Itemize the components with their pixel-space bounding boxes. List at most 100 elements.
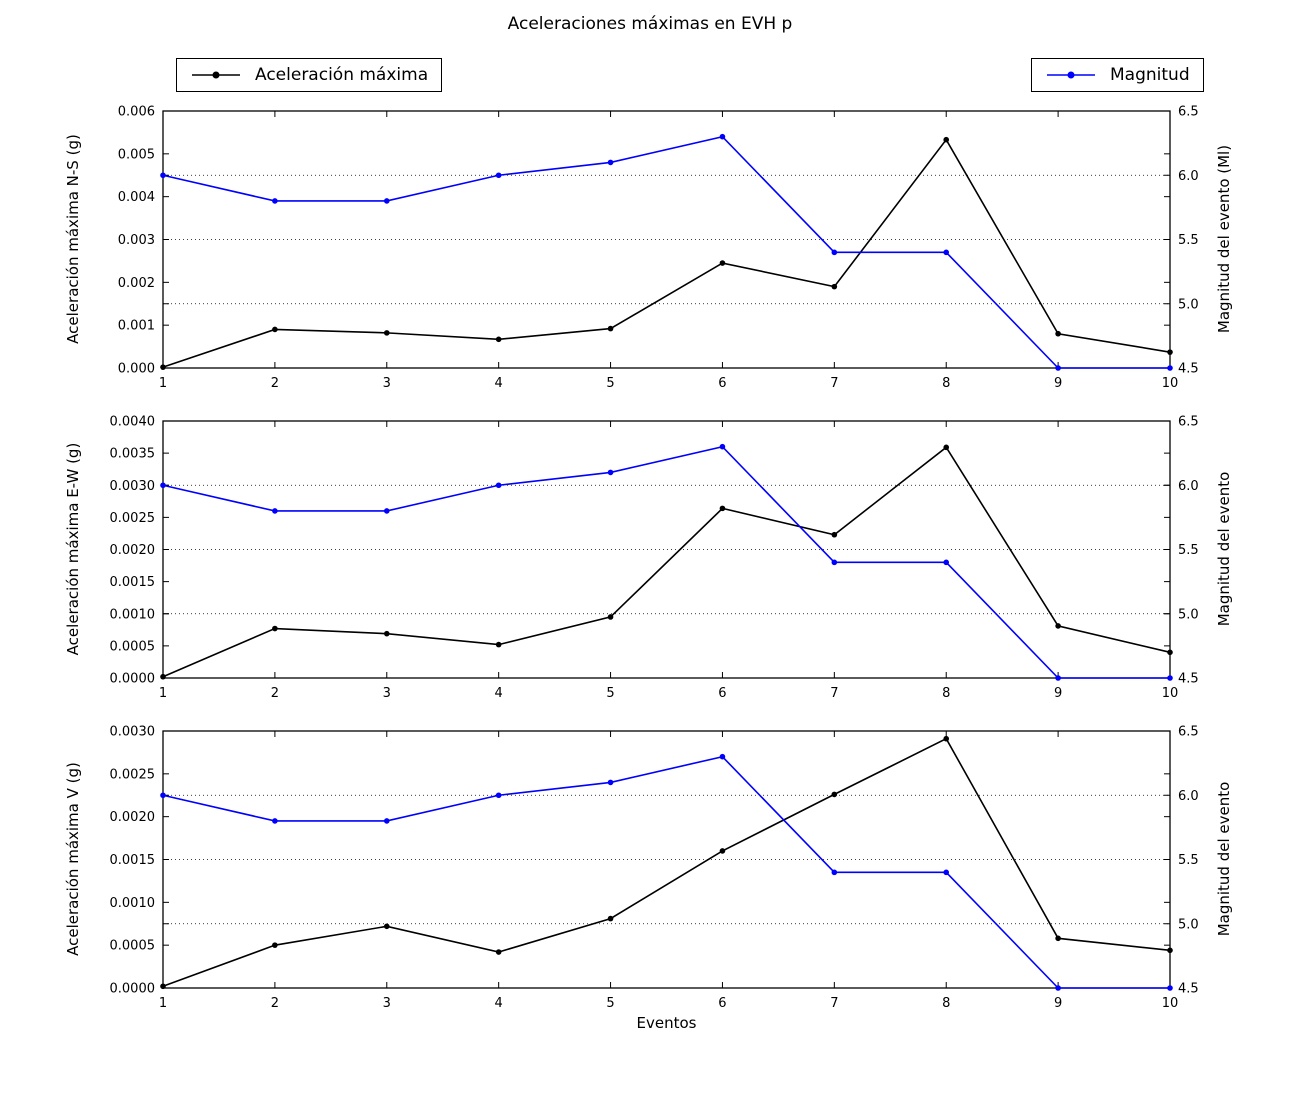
data-point-marker	[495, 172, 502, 179]
series-line-magnitude	[162, 755, 1170, 989]
right-tick-label: 5.5	[1178, 233, 1199, 248]
data-point-marker	[272, 198, 278, 204]
left-tick-label: 0.0030	[110, 725, 156, 740]
data-point-marker	[831, 531, 838, 538]
data-point-marker	[607, 159, 614, 166]
data-point-marker	[160, 364, 166, 370]
y-axis-label-v: Aceleración máxima V (g)	[64, 762, 82, 956]
data-point-marker	[495, 336, 502, 343]
data-point-marker	[383, 508, 390, 514]
data-point-marker	[272, 942, 278, 948]
data-point-marker	[495, 641, 502, 648]
data-point-marker	[943, 136, 950, 143]
legend-label-aceleracion: Aceleración máxima	[255, 65, 429, 85]
x-tick-label: 2	[271, 686, 279, 701]
data-point-marker	[383, 198, 390, 204]
x-tick-label: 3	[383, 686, 391, 701]
series-line-acceleration	[162, 138, 1171, 368]
data-point-marker	[607, 614, 614, 620]
x-tick-label: 3	[383, 376, 391, 391]
series-line-acceleration	[162, 446, 1171, 678]
x-tick-label: 7	[830, 686, 838, 701]
data-point-marker	[1055, 675, 1061, 681]
left-tick-label: 0.0020	[110, 810, 156, 825]
right-tick-label: 5.0	[1178, 297, 1199, 312]
data-point-marker	[607, 915, 614, 922]
left-tick-label: 0.0005	[110, 639, 156, 654]
x-tick-label: 7	[830, 376, 838, 391]
x-tick-label: 8	[942, 376, 950, 391]
x-tick-label: 4	[495, 996, 503, 1011]
data-point-marker	[383, 923, 390, 930]
x-tick-label: 9	[1054, 376, 1062, 391]
y-axis-label-ns: Aceleración máxima N-S (g)	[64, 134, 82, 344]
x-tick-label: 6	[718, 996, 726, 1011]
left-tick-label: 0.0010	[110, 607, 156, 622]
x-tick-label: 5	[606, 376, 614, 391]
left-tick-label: 0.004	[118, 190, 155, 205]
left-tick-label: 0.005	[118, 147, 155, 162]
data-point-marker	[1167, 947, 1173, 954]
data-point-marker	[383, 330, 390, 336]
x-tick-label: 4	[495, 686, 503, 701]
data-point-marker	[160, 792, 166, 799]
left-tick-label: 0.0020	[110, 543, 156, 558]
data-point-marker	[272, 818, 278, 824]
series-line-acceleration	[162, 737, 1171, 988]
x-tick-label: 5	[606, 996, 614, 1011]
data-point-marker	[1167, 365, 1173, 371]
data-point-marker	[1055, 623, 1061, 629]
x-tick-label: 9	[1054, 996, 1062, 1011]
x-axis-label: Eventos	[636, 1014, 697, 1032]
left-tick-label: 0.0015	[110, 575, 156, 590]
left-tick-label: 0.0000	[110, 672, 156, 687]
left-tick-label: 0.0040	[110, 415, 156, 430]
data-point-marker	[719, 505, 726, 512]
data-point-marker	[272, 326, 278, 333]
data-point-marker	[1055, 365, 1061, 371]
data-point-marker	[1055, 330, 1061, 337]
x-tick-label: 10	[1162, 376, 1179, 391]
legend-line-sample-blue	[1047, 71, 1095, 79]
left-tick-label: 0.006	[118, 105, 155, 120]
data-point-marker	[1167, 675, 1173, 681]
x-tick-label: 1	[159, 686, 167, 701]
right-tick-label: 6.5	[1178, 415, 1199, 430]
series-line-magnitude	[162, 135, 1170, 369]
data-point-marker	[1055, 985, 1061, 991]
left-tick-label: 0.001	[118, 319, 155, 334]
data-point-marker	[831, 791, 838, 798]
right-tick-label: 6.0	[1178, 479, 1199, 494]
left-tick-label: 0.0015	[110, 853, 156, 868]
left-tick-label: 0.0025	[110, 511, 156, 526]
data-point-marker	[719, 260, 726, 266]
series-line-magnitude	[162, 445, 1170, 679]
y2-axis-label-ew: Magnitud del evento	[1215, 471, 1233, 627]
data-point-marker	[719, 443, 726, 450]
subplot-ns: 0.000 0.001 0.002 0.003 0.004 0.005 0.006 4.5 5.…	[118, 105, 1199, 392]
data-point-marker	[607, 325, 614, 332]
data-point-marker	[495, 792, 502, 799]
x-tick-label: 5	[606, 686, 614, 701]
x-tick-label: 1	[159, 996, 167, 1011]
y-axis-label-ew: Aceleración máxima E-W (g)	[64, 442, 82, 656]
data-point-marker	[272, 625, 278, 632]
right-tick-label: 4.5	[1178, 982, 1199, 997]
legend-label-magnitud: Magnitud	[1110, 65, 1190, 85]
left-tick-label: 0.0025	[110, 767, 156, 782]
x-tick-label: 3	[383, 996, 391, 1011]
data-point-marker	[943, 444, 950, 451]
right-tick-label: 4.5	[1178, 672, 1199, 687]
data-point-marker	[943, 249, 950, 256]
left-tick-label: 0.0000	[110, 982, 156, 997]
data-point-marker	[160, 983, 166, 990]
data-point-marker	[831, 283, 838, 290]
left-tick-label: 0.0010	[110, 896, 156, 911]
x-tick-label: 2	[271, 996, 279, 1011]
legend-line-sample-black	[192, 71, 240, 79]
right-tick-label: 5.0	[1178, 607, 1199, 622]
x-tick-label: 1	[159, 376, 167, 391]
x-tick-label: 8	[942, 996, 950, 1011]
data-point-marker	[1167, 985, 1173, 991]
